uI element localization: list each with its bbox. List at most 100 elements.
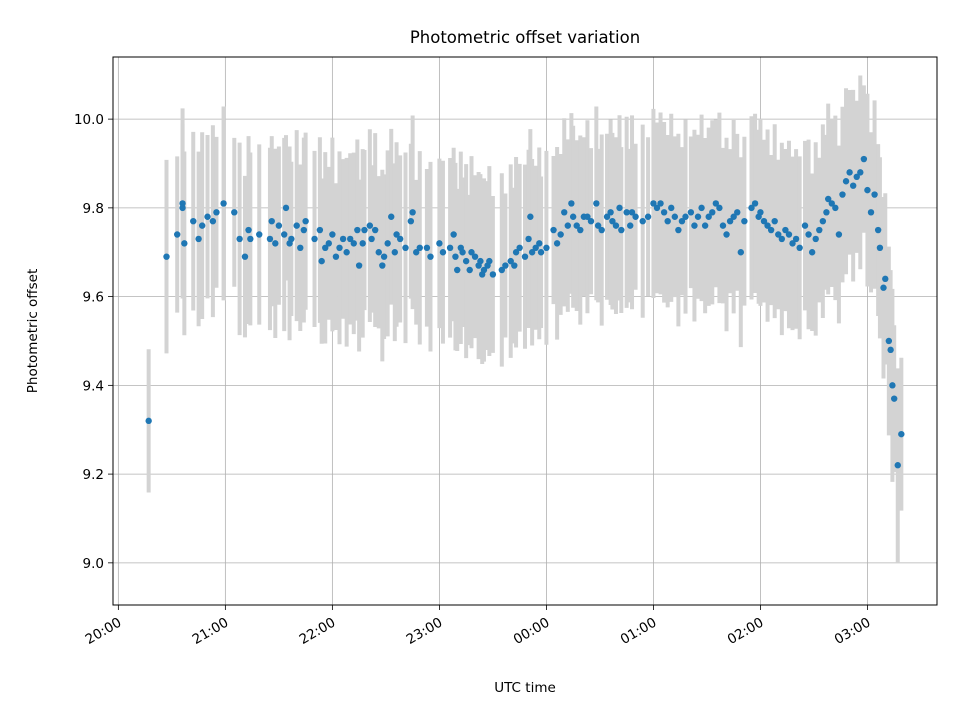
data-point xyxy=(801,222,809,229)
data-point xyxy=(466,266,473,274)
data-point xyxy=(832,204,839,212)
y-tick-label: 9.4 xyxy=(83,378,104,394)
data-point xyxy=(471,253,479,260)
data-point xyxy=(198,222,206,229)
data-point xyxy=(384,240,391,247)
data-point xyxy=(857,169,864,176)
data-point xyxy=(282,204,290,212)
data-points xyxy=(145,155,905,469)
data-point xyxy=(757,209,764,216)
y-tick-label: 10.0 xyxy=(74,112,104,128)
data-point xyxy=(598,226,605,234)
data-point xyxy=(247,235,254,243)
data-point xyxy=(887,346,894,354)
data-point xyxy=(427,253,434,260)
data-point xyxy=(536,240,543,247)
data-point xyxy=(416,244,423,252)
data-point xyxy=(388,213,395,220)
data-point xyxy=(767,226,775,234)
data-point xyxy=(507,257,514,265)
data-point xyxy=(354,226,361,234)
data-point xyxy=(181,240,188,247)
data-point xyxy=(550,226,557,234)
data-point xyxy=(368,235,375,243)
plot-area-frame xyxy=(112,56,938,606)
data-point xyxy=(241,253,249,260)
data-point xyxy=(796,244,803,252)
data-point xyxy=(609,217,616,225)
data-point xyxy=(880,284,887,291)
data-point xyxy=(627,222,634,229)
data-point xyxy=(867,209,875,216)
data-point xyxy=(849,182,857,189)
data-point xyxy=(268,217,275,225)
chart-title: Photometric offset variation xyxy=(410,28,640,47)
data-point xyxy=(705,213,712,220)
data-point xyxy=(894,462,901,469)
data-point xyxy=(332,253,340,260)
data-point xyxy=(823,209,830,216)
data-point xyxy=(336,244,343,252)
data-point xyxy=(396,235,404,243)
data-point xyxy=(701,222,709,229)
data-point xyxy=(573,222,580,229)
data-point xyxy=(553,240,561,247)
data-point xyxy=(446,244,454,252)
data-point xyxy=(564,222,572,229)
data-point xyxy=(498,266,506,274)
data-point xyxy=(423,244,431,252)
data-point xyxy=(808,249,816,256)
data-point xyxy=(628,209,636,216)
data-point xyxy=(436,240,443,247)
data-point xyxy=(393,231,400,238)
data-point xyxy=(687,209,695,216)
data-point xyxy=(785,231,793,238)
data-point xyxy=(486,257,493,265)
data-point xyxy=(480,266,488,274)
data-point xyxy=(675,226,682,234)
data-point xyxy=(468,249,475,256)
data-point xyxy=(716,204,723,212)
data-point xyxy=(454,266,461,274)
data-point xyxy=(557,231,564,238)
data-point xyxy=(805,231,812,238)
data-point xyxy=(380,253,388,260)
y-tick-label: 9.8 xyxy=(83,201,104,217)
data-point xyxy=(532,244,539,252)
data-point xyxy=(220,200,227,207)
data-point xyxy=(825,195,832,203)
data-point xyxy=(698,204,705,212)
data-point xyxy=(231,209,238,216)
data-point xyxy=(300,226,308,234)
data-point xyxy=(764,222,771,229)
data-point xyxy=(521,253,529,260)
data-point xyxy=(281,231,288,238)
data-point xyxy=(256,231,263,238)
data-point xyxy=(316,226,324,234)
data-point xyxy=(512,249,520,256)
data-point xyxy=(477,257,484,265)
data-point xyxy=(311,235,318,243)
data-point xyxy=(657,200,664,207)
data-point xyxy=(889,382,896,389)
data-point xyxy=(639,217,646,225)
data-point xyxy=(525,235,532,243)
data-point xyxy=(402,244,409,252)
data-point xyxy=(569,213,577,220)
data-point xyxy=(366,222,374,229)
data-point xyxy=(741,217,748,225)
data-point xyxy=(650,200,657,207)
data-point xyxy=(339,235,347,243)
y-tick-label: 9.6 xyxy=(83,290,104,306)
data-point xyxy=(293,222,300,229)
data-point xyxy=(664,217,671,225)
data-point xyxy=(209,217,217,225)
y-axis-label: Photometric offset xyxy=(25,269,41,393)
data-point xyxy=(594,222,602,229)
data-point xyxy=(668,204,675,212)
data-point xyxy=(853,173,860,181)
data-point xyxy=(409,209,416,216)
data-point xyxy=(632,213,639,220)
data-point xyxy=(322,244,329,252)
